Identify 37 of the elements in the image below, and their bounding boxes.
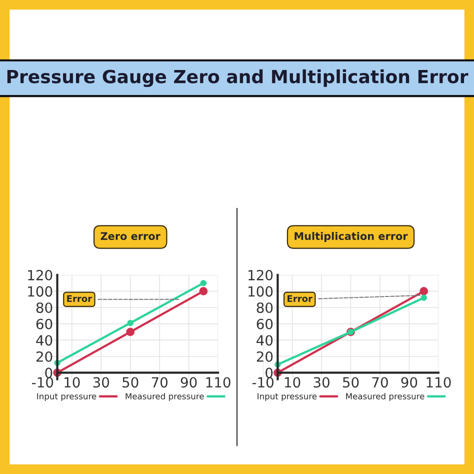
x-tick-label: 30 (314, 377, 330, 388)
y-tick-label: 60 (256, 318, 273, 330)
x-tick-label: 50 (342, 377, 359, 388)
y-tick-label: 40 (36, 335, 52, 346)
y-tick-label: 20 (36, 351, 52, 362)
y-tick-label: 0 (45, 368, 52, 378)
y-tick-label: 80 (36, 302, 52, 313)
x-tick-label: -10 (252, 377, 274, 388)
chart-title: Multiplication error (294, 232, 408, 242)
y-tick-label: 120 (248, 270, 273, 280)
chart-title: Zero error (100, 232, 160, 240)
y-tick-label: 0 (266, 368, 273, 378)
x-tick-label: 30 (93, 377, 110, 388)
y-tick-label: 20 (256, 351, 273, 362)
x-tick-label: 110 (206, 377, 230, 388)
y-tick-label: 100 (28, 286, 52, 297)
y-tick-label: 100 (248, 286, 273, 297)
legend-label: Measured pressure (126, 392, 204, 402)
x-tick-label: 70 (372, 377, 388, 388)
y-tick-label: 80 (256, 302, 273, 313)
x-tick-label: 70 (152, 377, 168, 388)
annotation: Error (288, 295, 312, 302)
x-tick-label: 50 (122, 377, 138, 388)
y-tick-label: 120 (28, 270, 52, 280)
x-tick-label: 10 (64, 377, 80, 388)
y-tick-label: 40 (256, 335, 273, 346)
x-tick-label: 90 (401, 377, 418, 388)
text: Pressure Gauge Zero and Multiplication Error (7, 69, 468, 88)
x-tick-label: 110 (426, 377, 451, 388)
text: Input pressure (258, 393, 317, 402)
x-tick-label: 10 (284, 377, 300, 388)
legend-label: Measured pressure (346, 392, 424, 402)
x-tick-label: -10 (32, 377, 54, 388)
legend-label: Input pressure (37, 393, 96, 402)
y-tick-label: 60 (36, 318, 52, 330)
annotation: Error (67, 295, 92, 302)
x-tick-label: 90 (180, 377, 197, 388)
